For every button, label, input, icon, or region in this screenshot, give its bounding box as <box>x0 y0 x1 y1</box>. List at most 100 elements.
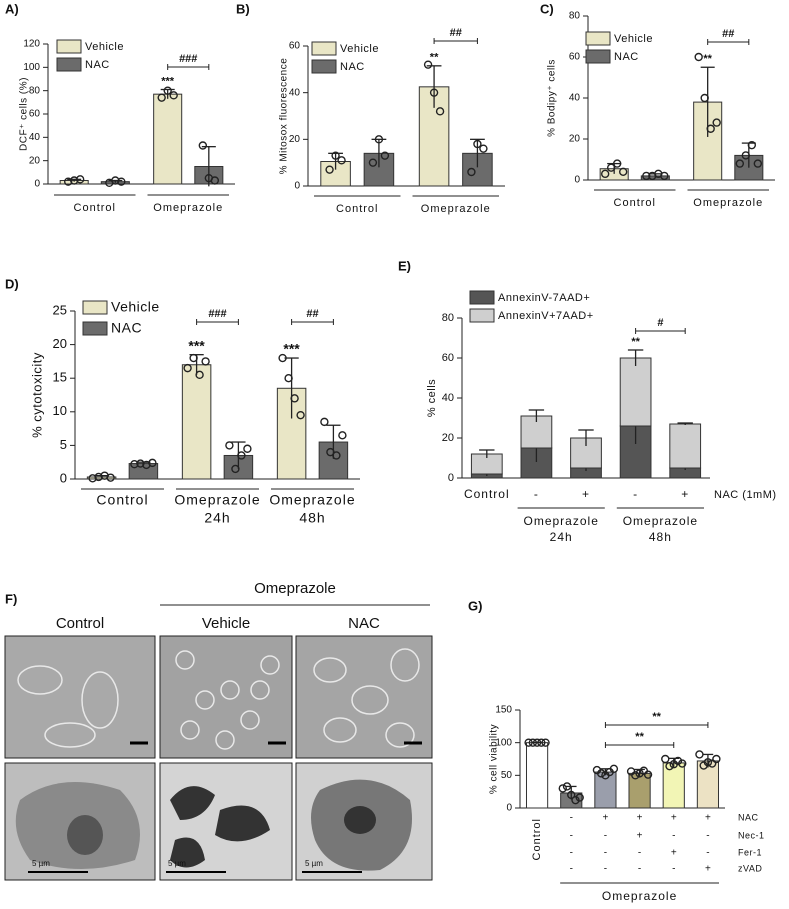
data-point <box>703 758 713 767</box>
data-point <box>541 738 550 747</box>
data-point <box>661 754 670 764</box>
data-point <box>210 176 220 185</box>
row-value: - <box>604 864 607 875</box>
data-point <box>631 771 640 780</box>
data-point <box>231 464 240 474</box>
column-label: Vehicle <box>202 615 250 632</box>
data-point <box>694 52 703 62</box>
column-label: NAC <box>348 615 380 632</box>
y-tick-label: 20 <box>569 134 581 145</box>
scale-label: 5 µm <box>168 859 186 868</box>
data-point <box>753 159 763 168</box>
data-point <box>183 363 192 373</box>
legend-label: NAC <box>614 51 639 63</box>
data-point <box>467 167 476 177</box>
y-tick-label: 80 <box>29 85 41 96</box>
data-point <box>136 459 145 468</box>
y-axis-label: % Mitosox fluorescence <box>279 58 290 175</box>
data-point <box>337 156 346 165</box>
data-point <box>537 738 546 747</box>
row-value: + <box>705 864 711 875</box>
row-value: + <box>705 813 711 824</box>
data-point <box>673 756 683 766</box>
bar <box>153 93 183 185</box>
data-point <box>700 93 709 103</box>
data-point <box>665 761 674 771</box>
row-value: + <box>671 813 677 824</box>
data-point <box>606 163 616 172</box>
data-point <box>237 451 246 460</box>
row-value: - <box>570 864 573 875</box>
comparison-label: ### <box>179 53 197 65</box>
row-value: - <box>672 831 675 842</box>
bar <box>619 357 652 427</box>
y-tick-label: 5 <box>60 437 67 452</box>
nucleus <box>344 806 376 834</box>
y-tick-label: 0 <box>506 803 512 814</box>
data-point <box>562 782 572 791</box>
data-point <box>712 118 721 127</box>
y-axis-label: % cells <box>426 379 438 417</box>
data-point <box>189 353 198 363</box>
data-point <box>643 770 653 779</box>
image <box>159 635 293 759</box>
group-sublabel: 24h <box>550 530 573 544</box>
data-point <box>278 353 287 363</box>
panel-label: E) <box>398 258 411 273</box>
panel-f: F) Omeprazole Control Vehicle NAC 5 µm 5… <box>4 580 433 881</box>
data-point <box>596 769 606 778</box>
data-point <box>735 159 745 168</box>
y-tick-label: 40 <box>289 87 301 98</box>
image <box>4 635 156 759</box>
y-tick-label: 10 <box>53 403 67 418</box>
y-tick-label: 25 <box>53 302 67 317</box>
y-tick-label: 20 <box>53 336 67 351</box>
data-point <box>609 764 619 773</box>
data-point <box>332 451 341 460</box>
row-label: zVAD <box>738 863 762 873</box>
data-point <box>380 151 390 160</box>
comparison-label: ## <box>722 28 734 40</box>
x-tick-label: Omeprazole <box>421 203 491 215</box>
data-point <box>747 140 757 150</box>
group-sublabel: 48h <box>649 530 672 544</box>
y-axis-label: % cell viability <box>489 724 500 794</box>
data-point <box>290 394 299 403</box>
data-point <box>325 165 334 174</box>
row-value: - <box>672 864 675 875</box>
y-tick-label: 150 <box>495 705 512 716</box>
image <box>295 635 433 759</box>
data-point <box>660 171 669 181</box>
bar <box>525 742 549 809</box>
data-point <box>635 769 644 778</box>
data-point <box>284 374 293 383</box>
x-tick-label: Omeprazole <box>269 492 355 508</box>
y-tick-label: 60 <box>442 352 454 364</box>
y-tick-label: 0 <box>34 179 40 190</box>
bar <box>662 762 685 809</box>
legend-label: AnnexinV-7AAD+ <box>498 292 590 304</box>
legend-swatch <box>56 39 82 54</box>
data-point <box>678 759 687 768</box>
data-point <box>111 176 120 185</box>
legend-swatch <box>311 41 337 56</box>
data-point <box>163 86 172 95</box>
data-point <box>201 357 210 366</box>
data-point <box>423 60 433 69</box>
significance: ** <box>703 53 712 65</box>
data-point <box>532 738 542 747</box>
data-point <box>63 177 73 186</box>
legend-swatch <box>469 308 495 323</box>
bar <box>570 437 602 469</box>
bar <box>462 152 493 187</box>
data-point <box>338 431 347 440</box>
row-label: Fer-1 <box>738 847 762 857</box>
bar <box>669 423 702 469</box>
data-point <box>198 141 208 150</box>
scale-label: 5 µm <box>305 859 323 868</box>
y-tick-label: 40 <box>442 392 454 404</box>
x-tick-label: Control <box>74 202 116 214</box>
data-point <box>243 444 252 453</box>
y-tick-label: 0 <box>574 175 580 186</box>
panel-label: D) <box>5 276 19 291</box>
